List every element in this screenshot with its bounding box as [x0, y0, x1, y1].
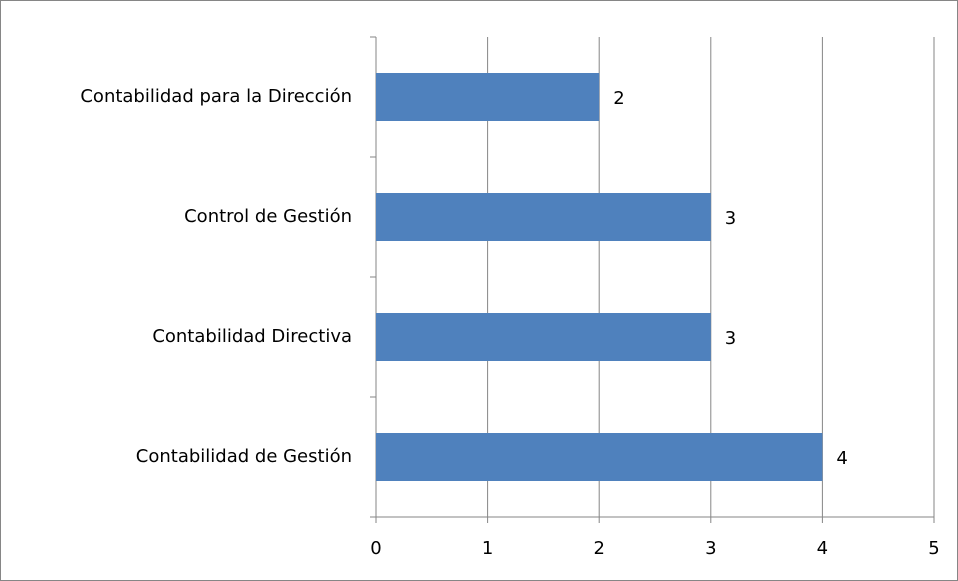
bar [376, 433, 823, 481]
value-label: 3 [725, 328, 736, 349]
bar [376, 313, 711, 361]
x-tick-label: 5 [928, 538, 939, 559]
value-label: 3 [725, 208, 736, 229]
x-tick-label: 2 [593, 538, 604, 559]
y-tick-label: Contabilidad Directiva [152, 326, 352, 347]
value-label: 4 [836, 448, 847, 469]
bar [376, 73, 600, 121]
x-tick-label: 4 [817, 538, 828, 559]
y-tick-label: Control de Gestión [184, 206, 352, 227]
x-tick-label: 3 [705, 538, 716, 559]
bar [376, 193, 711, 241]
x-tick-label: 0 [370, 538, 381, 559]
y-tick-label: Contabilidad de Gestión [136, 446, 352, 467]
y-tick-label: Contabilidad para la Dirección [80, 86, 352, 107]
value-label: 2 [613, 88, 624, 109]
x-tick-label: 1 [482, 538, 493, 559]
